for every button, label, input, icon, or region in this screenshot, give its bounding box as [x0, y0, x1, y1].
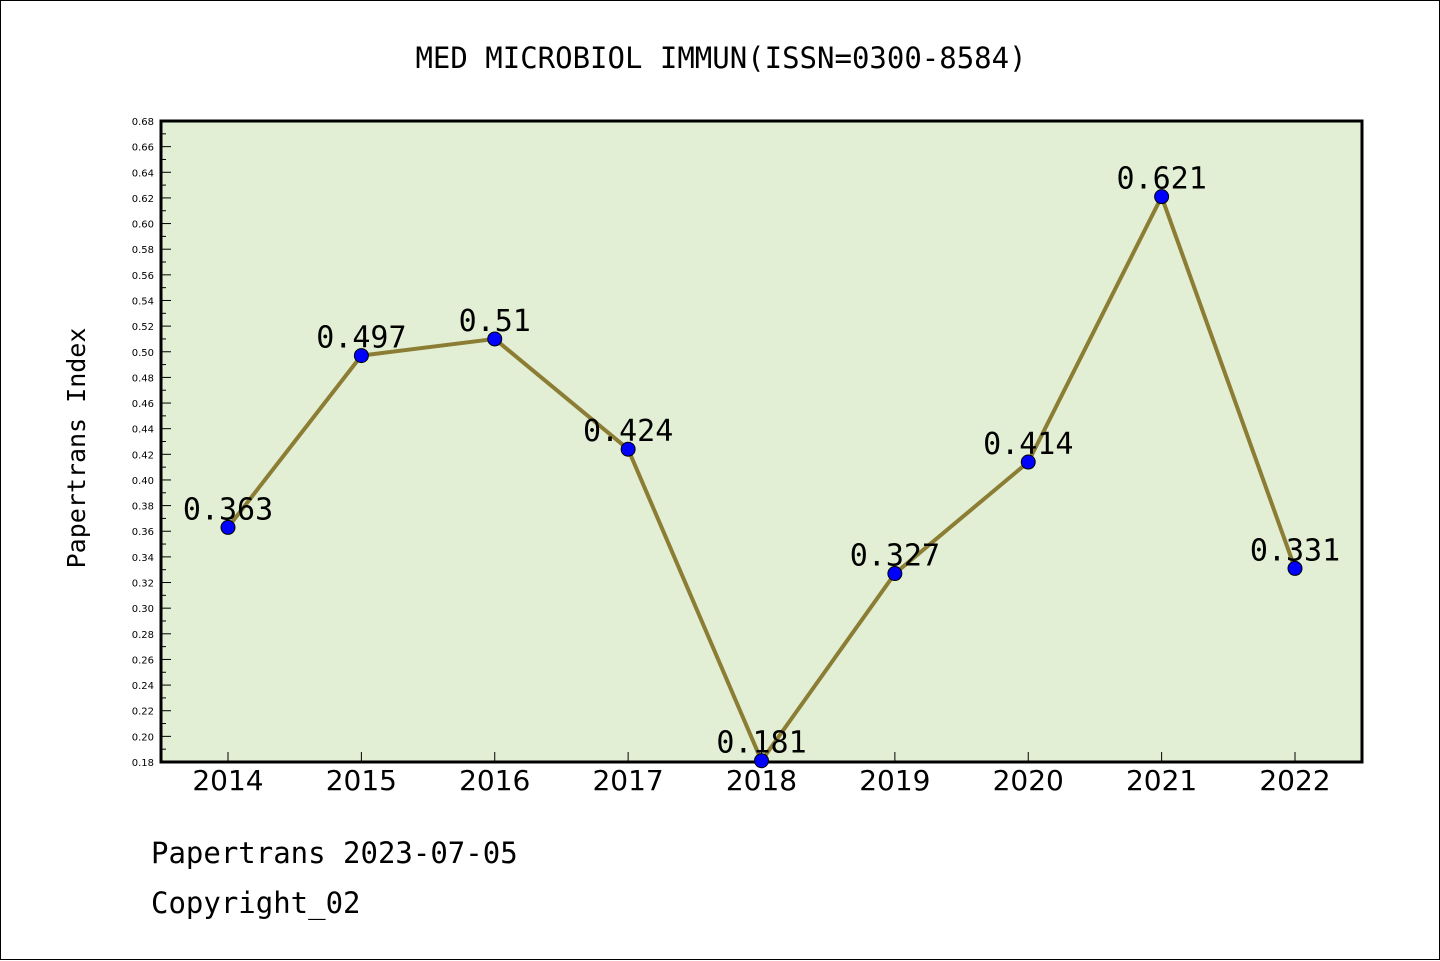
y-tick-label: 0.30	[132, 604, 154, 615]
x-tick-label: 2014	[192, 764, 263, 797]
y-tick-label: 0.24	[132, 681, 154, 692]
y-tick-label: 0.42	[132, 450, 154, 461]
y-axis-label: Papertrans Index	[62, 328, 91, 569]
x-tick-label: 2015	[326, 764, 397, 797]
y-tick-label: 0.48	[132, 373, 154, 384]
data-label: 0.414	[983, 427, 1073, 462]
y-tick-label: 0.60	[132, 220, 154, 231]
data-labels-group: 0.363 0.497 0.51 0.424 0.181 0.327 0.414 0.621 0…	[183, 162, 1340, 761]
y-tick-label: 0.64	[132, 168, 154, 179]
y-tick-label: 0.54	[132, 296, 154, 307]
y-tick-label: 0.38	[132, 502, 154, 513]
data-point-marker	[1287, 560, 1303, 576]
plot-area	[159, 119, 1364, 764]
y-tick-label: 0.20	[132, 732, 154, 743]
y-tick-label: 0.52	[132, 322, 154, 333]
data-label: 0.181	[716, 726, 806, 761]
data-point-marker	[620, 441, 636, 457]
data-label: 0.331	[1250, 533, 1340, 568]
y-tick-label: 0.28	[132, 630, 154, 641]
y-tick-label: 0.40	[132, 476, 154, 487]
data-point-marker	[887, 566, 903, 582]
y-tick-label: 0.36	[132, 527, 154, 538]
y-tick-label: 0.18	[132, 758, 154, 769]
x-axis-ticks: 2014 2015 2016 2017 2018 2019 2020 2021 2022	[192, 752, 1331, 797]
y-axis-ticks: 0.18 0.20 0.22 0.24 0.26 0.28 0.30 0.32 0.34 0.36…	[132, 117, 171, 769]
y-tick-label: 0.46	[132, 399, 154, 410]
x-tick-label: 2016	[459, 764, 530, 797]
y-tick-label: 0.34	[132, 553, 154, 564]
footer-copyright-text: Copyright_02	[151, 886, 361, 920]
data-point-marker	[754, 753, 769, 769]
data-point-marker	[1154, 189, 1170, 205]
data-label: 0.327	[850, 539, 940, 574]
data-point-marker	[353, 348, 369, 364]
footer-source-text: Papertrans 2023-07-05	[151, 836, 518, 870]
chart-title: MED MICROBIOL IMMUN(ISSN=0300-8584)	[415, 41, 1026, 75]
y-tick-label: 0.44	[132, 425, 154, 436]
x-tick-label: 2022	[1259, 764, 1330, 797]
x-tick-label: 2017	[592, 764, 663, 797]
data-label: 0.51	[459, 304, 531, 339]
x-tick-label: 2020	[993, 764, 1064, 797]
y-tick-label: 0.26	[132, 655, 154, 666]
y-tick-label: 0.68	[132, 117, 154, 128]
data-label: 0.621	[1116, 162, 1206, 197]
x-tick-label: 2021	[1126, 764, 1197, 797]
y-tick-label: 0.62	[132, 194, 154, 205]
data-label: 0.497	[316, 321, 406, 356]
data-label: 0.363	[183, 492, 273, 527]
y-tick-label: 0.32	[132, 579, 154, 590]
data-point-marker	[1020, 454, 1036, 470]
data-point-marker	[220, 519, 236, 535]
y-tick-label: 0.50	[132, 348, 154, 359]
y-tick-label: 0.22	[132, 707, 154, 718]
y-tick-label: 0.66	[132, 143, 154, 154]
data-point-marker	[487, 331, 503, 347]
series-group	[220, 189, 1303, 769]
data-label: 0.424	[583, 414, 673, 449]
x-tick-label: 2019	[859, 764, 930, 797]
x-tick-label: 2018	[726, 764, 797, 797]
y-tick-label: 0.58	[132, 245, 154, 256]
y-tick-label: 0.56	[132, 271, 154, 282]
